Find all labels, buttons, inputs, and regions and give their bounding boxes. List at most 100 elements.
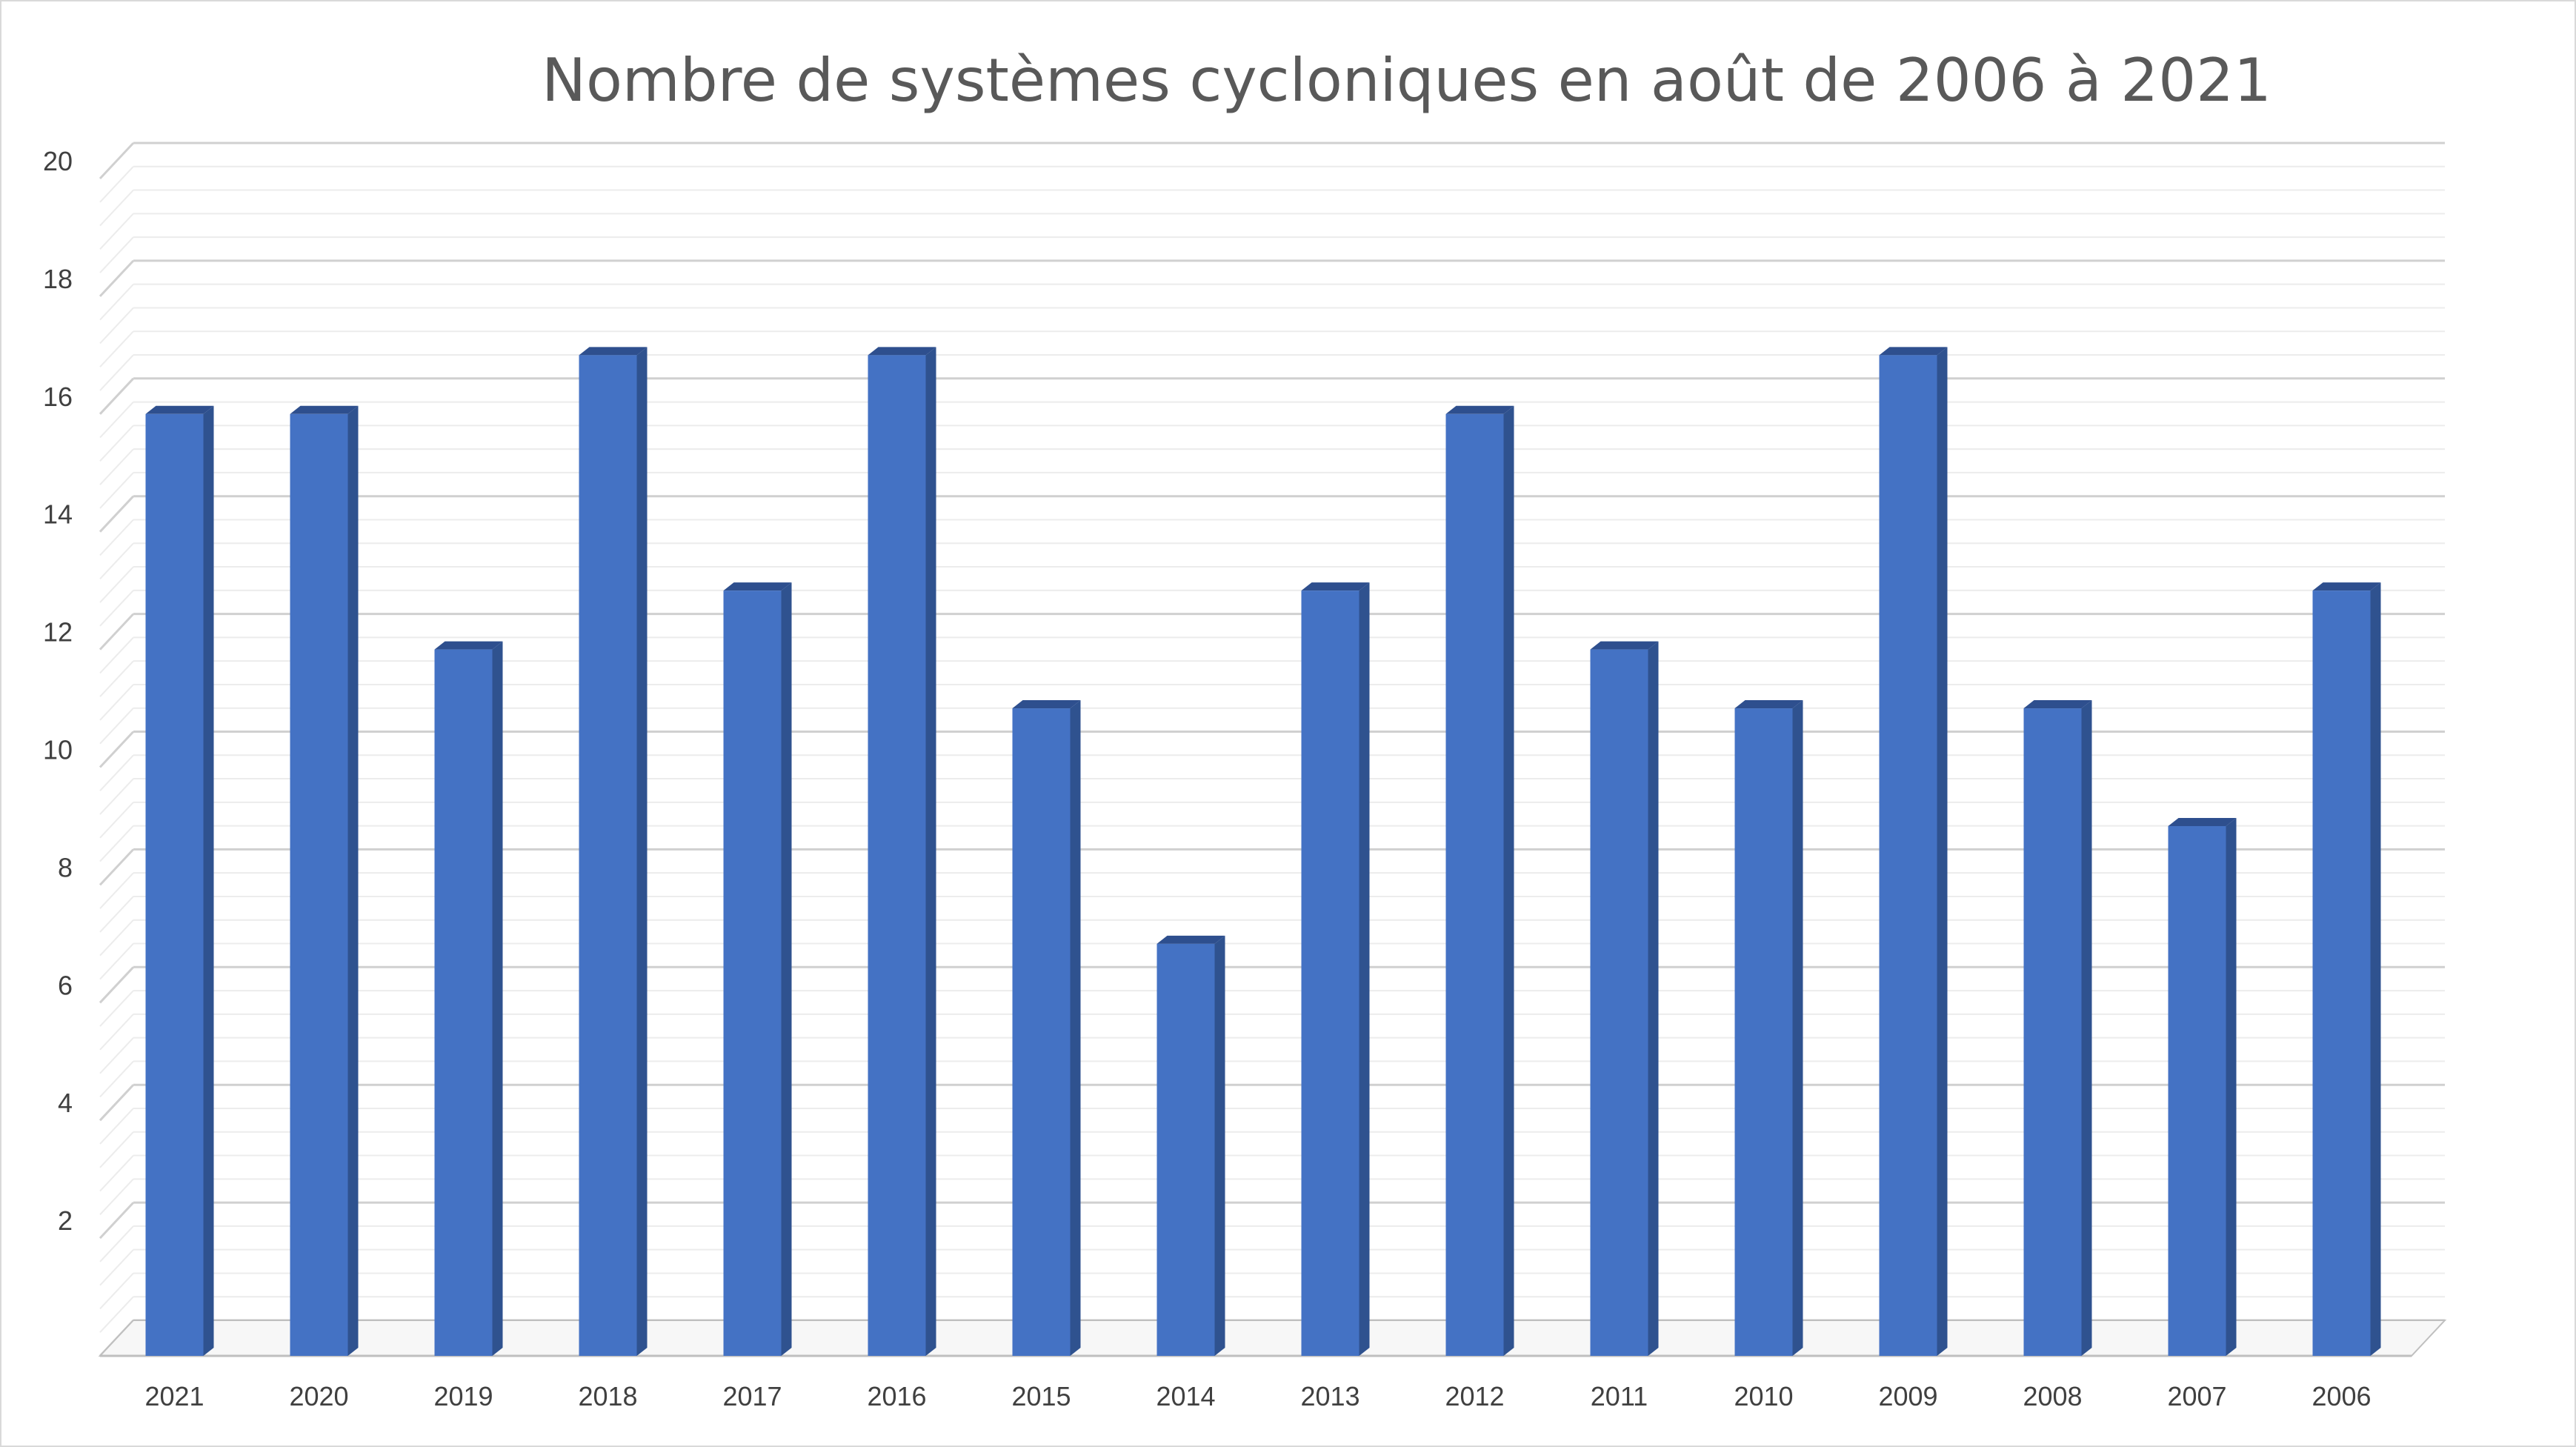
bar-top <box>1156 935 1225 944</box>
side-gridline-minor <box>99 307 134 345</box>
side-gridline-minor <box>99 1178 134 1216</box>
bar-side <box>636 347 648 1357</box>
side-gridline-minor <box>99 283 134 321</box>
x-tick-label: 2016 <box>867 1381 926 1411</box>
side-gridline-minor <box>99 448 134 485</box>
bar <box>2168 825 2226 1356</box>
y-tick-label: 16 <box>43 382 73 412</box>
side-gridline-major <box>99 966 135 1004</box>
bar-top <box>145 405 214 414</box>
side-gridline-minor <box>99 1225 134 1263</box>
x-tick-label: 2006 <box>2312 1381 2371 1411</box>
bar-side <box>347 405 359 1356</box>
x-tick-label: 2010 <box>1734 1381 1793 1411</box>
x-tick-label: 2014 <box>1156 1381 1215 1411</box>
bar-top <box>1445 405 1514 414</box>
x-tick-label: 2011 <box>1591 1381 1648 1411</box>
bar-top <box>1734 700 1803 709</box>
bar-top <box>2023 700 2092 709</box>
side-gridline-minor <box>99 636 134 674</box>
side-gridline-minor <box>99 684 134 721</box>
side-gridline-major <box>99 377 135 415</box>
y-tick-label: 20 <box>43 146 73 176</box>
y-tick-label: 8 <box>58 852 73 882</box>
y-tick-label: 2 <box>58 1205 73 1236</box>
bar-top <box>723 582 792 591</box>
bar-top <box>868 347 936 356</box>
side-gridline-major <box>99 259 135 297</box>
bar-top <box>1879 347 1948 356</box>
side-gridline-major <box>99 848 135 886</box>
bar-side <box>1359 582 1370 1356</box>
bar-side <box>1792 700 1803 1356</box>
side-gridline-minor <box>99 1272 134 1310</box>
y-tick-label: 4 <box>58 1088 73 1118</box>
bar <box>145 413 204 1356</box>
side-gridline-minor <box>99 213 134 250</box>
bar-top <box>434 641 503 650</box>
side-gridline-minor <box>99 942 134 980</box>
bar <box>579 355 637 1357</box>
bar-side <box>925 347 936 1357</box>
bar-top <box>1301 582 1370 591</box>
bar <box>723 591 782 1356</box>
side-gridline-minor <box>99 872 134 909</box>
side-gridline-minor <box>99 754 134 791</box>
side-gridline-minor <box>99 1037 134 1074</box>
side-gridline-minor <box>99 708 134 745</box>
side-gridline-minor <box>99 1154 134 1192</box>
x-tick-label: 2007 <box>2167 1381 2226 1411</box>
side-gridline-minor <box>99 566 134 603</box>
side-gridline-minor <box>99 472 134 509</box>
bar-side <box>2081 700 2092 1356</box>
side-gridline-minor <box>99 189 134 227</box>
bar <box>1879 355 1937 1357</box>
bar <box>1734 708 1793 1356</box>
bar <box>1301 591 1359 1356</box>
side-gridline-minor <box>99 1014 134 1051</box>
side-gridline-minor <box>99 1296 134 1333</box>
x-tick-label: 2021 <box>144 1381 204 1411</box>
x-tick-label: 2012 <box>1445 1381 1504 1411</box>
side-gridline-minor <box>99 896 134 933</box>
x-tick-label: 2013 <box>1300 1381 1359 1411</box>
bar <box>1156 943 1215 1356</box>
side-gridline-minor <box>99 660 134 697</box>
side-gridline-major <box>99 1084 135 1122</box>
side-gridline-major <box>99 731 135 768</box>
chart-title: Nombre de systèmes cycloniques en août d… <box>542 46 2272 115</box>
bar-top <box>1012 700 1081 709</box>
bar-top <box>290 405 359 414</box>
side-gridline-minor <box>99 590 134 627</box>
side-gridline-minor <box>99 401 134 439</box>
x-tick-label: 2020 <box>289 1381 348 1411</box>
side-gridline-minor <box>99 519 134 556</box>
side-gridline-minor <box>99 990 134 1027</box>
y-tick-label: 10 <box>43 735 73 765</box>
bar-side <box>492 641 503 1356</box>
side-gridline-minor <box>99 425 134 462</box>
bar <box>868 355 926 1357</box>
x-tick-label: 2017 <box>722 1381 782 1411</box>
x-tick-label: 2008 <box>2023 1381 2082 1411</box>
side-gridline-major <box>99 1202 135 1240</box>
side-gridline-minor <box>99 166 134 203</box>
side-gridline-minor <box>99 236 134 273</box>
bar-side <box>203 405 214 1356</box>
x-tick-label: 2009 <box>1878 1381 1937 1411</box>
bar <box>290 413 348 1356</box>
y-tick-label: 6 <box>58 970 73 1000</box>
bar <box>1012 708 1071 1356</box>
x-tick-label: 2018 <box>578 1381 637 1411</box>
bar <box>434 649 493 1356</box>
side-gridline-minor <box>99 330 134 367</box>
side-gridline-minor <box>99 825 134 862</box>
y-tick-label: 12 <box>43 617 73 648</box>
bar-top <box>2168 817 2237 826</box>
bar <box>2312 591 2371 1356</box>
x-tick-label: 2019 <box>433 1381 493 1411</box>
bar-side <box>1937 347 1948 1357</box>
bar-top <box>579 347 648 356</box>
